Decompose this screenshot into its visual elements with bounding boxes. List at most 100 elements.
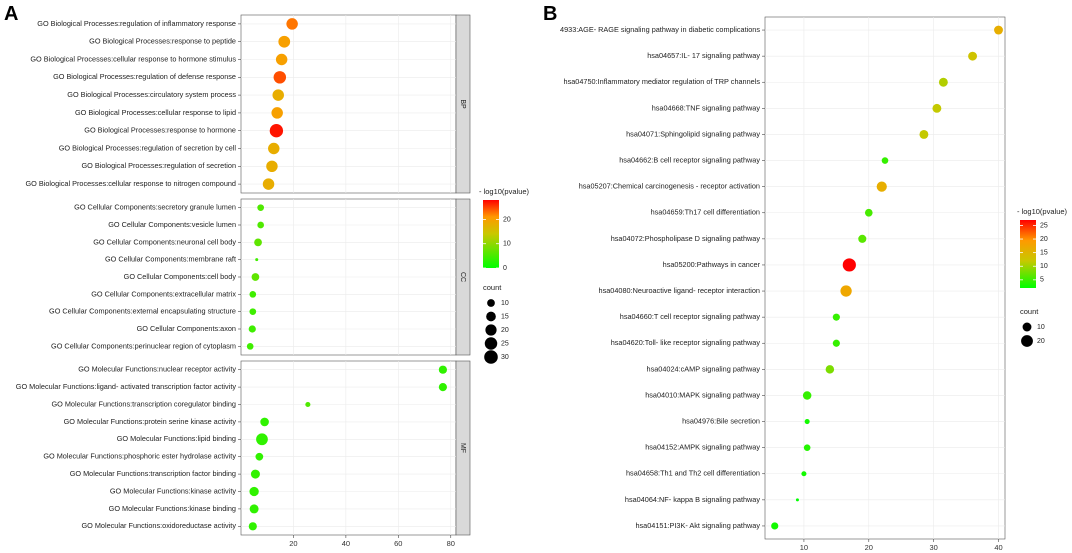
data-point — [254, 238, 262, 247]
y-tick-label: hsa04976:Bile secretion — [682, 416, 760, 425]
y-tick-label: hsa04064:NF- kappa B signaling pathway — [625, 495, 760, 504]
data-point — [881, 157, 889, 164]
data-point — [804, 419, 810, 425]
data-point — [248, 522, 257, 531]
data-point — [273, 71, 287, 84]
y-tick-label: GO Cellular Components:cell body — [124, 272, 237, 281]
color-legend-title: - log10(pvalue) — [479, 187, 530, 196]
data-point — [305, 401, 311, 408]
y-tick-label: GO Molecular Functions:transcription cor… — [51, 399, 236, 408]
data-point — [968, 51, 978, 61]
data-point — [840, 285, 852, 297]
data-point — [994, 25, 1003, 35]
x-tick-label: 20 — [865, 543, 873, 552]
facet-strip-label: CC — [459, 272, 466, 282]
color-legend-bar — [483, 200, 499, 268]
data-point — [795, 498, 799, 502]
y-tick-label: GO Cellular Components:external encapsul… — [49, 307, 236, 316]
data-point — [832, 313, 840, 321]
y-tick-label: hsa04657:IL- 17 signaling pathway — [647, 51, 760, 60]
y-tick-label: GO Molecular Functions:protein serine ki… — [64, 417, 237, 426]
y-tick-label: GO Biological Processes:cellular respons… — [25, 179, 236, 188]
y-tick-label: hsa04151:PI3K- Akt signaling pathway — [635, 521, 760, 530]
y-tick-label: GO Cellular Components:axon — [137, 324, 236, 333]
data-point — [803, 444, 811, 451]
x-tick-label: 10 — [800, 543, 808, 552]
color-legend-bar — [1020, 220, 1036, 288]
y-tick-label: GO Molecular Functions:kinase binding — [109, 504, 236, 513]
data-point — [246, 343, 254, 350]
data-point — [771, 522, 779, 530]
y-tick-label: hsa04660:T cell receptor signaling pathw… — [620, 312, 761, 321]
size-legend-label: 30 — [501, 354, 509, 361]
plot-panel-b — [764, 16, 1006, 540]
y-tick-label: GO Molecular Functions:transcription fac… — [70, 469, 236, 478]
y-tick-label: GO Cellular Components:extracellular mat… — [91, 289, 236, 298]
size-legend-dot — [487, 299, 495, 307]
y-tick-label: hsa04659:Th17 cell differentiation — [651, 208, 760, 217]
data-point — [919, 130, 929, 139]
panel-a-chart: BP GO Biological Processes:regulation of … — [16, 14, 530, 548]
y-tick-label: hsa04152:AMPK signaling pathway — [645, 443, 760, 452]
data-point — [271, 107, 283, 119]
data-point — [932, 103, 942, 113]
y-tick-label: hsa04668:TNF signaling pathway — [652, 103, 761, 112]
data-point — [266, 160, 278, 173]
y-tick-label: GO Biological Processes:response to pept… — [89, 37, 236, 46]
data-point — [255, 452, 264, 461]
data-point — [275, 53, 288, 66]
facet-strip-bp — [455, 14, 471, 194]
panel-b-label: B — [543, 3, 557, 25]
y-tick-label: GO Biological Processes:regulation of in… — [37, 19, 236, 28]
y-tick-label: hsa04750:Inflammatory mediator regulatio… — [564, 77, 761, 86]
y-tick-label: GO Molecular Functions:kinase activity — [110, 486, 236, 495]
color-legend-title: - log10(pvalue) — [1017, 207, 1068, 216]
y-tick-label: hsa04024:cAMP signaling pathway — [647, 364, 761, 373]
size-legend-label: 15 — [501, 313, 509, 320]
y-tick-label: GO Biological Processes:cellular respons… — [30, 54, 236, 63]
color-legend-label: 20 — [1040, 236, 1048, 243]
y-tick-label: GO Cellular Components:vesicle lumen — [108, 220, 236, 229]
y-tick-label: GO Cellular Components:neuronal cell bod… — [93, 237, 236, 246]
y-tick-label: GO Biological Processes:regulation of se… — [59, 143, 237, 152]
data-point — [249, 291, 257, 298]
facet-strip-label: MF — [459, 443, 466, 453]
y-tick-label: GO Biological Processes:circulatory syst… — [67, 90, 236, 99]
x-tick-label: 30 — [929, 543, 937, 552]
y-tick-label: GO Cellular Components:perinuclear regio… — [51, 341, 236, 350]
data-point — [251, 273, 260, 281]
x-tick-label: 60 — [394, 539, 402, 548]
data-point — [250, 469, 260, 479]
data-point — [864, 208, 873, 217]
y-tick-label: hsa05207:Chemical carcinogenesis - recep… — [579, 182, 760, 191]
y-tick-label: GO Molecular Functions:phosphoric ester … — [43, 452, 236, 461]
color-legend-label: 5 — [1040, 277, 1044, 284]
y-tick-label: GO Molecular Functions:ligand- activated… — [16, 382, 237, 391]
facet-strip-mf — [455, 360, 471, 536]
data-point — [256, 433, 268, 446]
y-tick-label: hsa04080:Neuroactive ligand- receptor in… — [599, 286, 760, 295]
data-point — [268, 142, 280, 155]
data-point — [858, 234, 867, 243]
data-point — [260, 417, 269, 427]
y-tick-label: GO Biological Processes:cellular respons… — [75, 108, 236, 117]
color-legend-label: 20 — [503, 216, 511, 223]
y-tick-label: hsa04010:MAPK signaling pathway — [645, 390, 760, 399]
y-tick-label: hsa05200:Pathways in cancer — [663, 260, 761, 269]
data-point — [438, 365, 447, 374]
x-tick-label: 40 — [342, 539, 350, 548]
size-legend-dot — [484, 337, 498, 350]
data-point — [842, 258, 856, 272]
data-point — [255, 258, 259, 262]
y-tick-label: hsa04072:Phospholipase D signaling pathw… — [611, 234, 761, 243]
size-legend-dot — [1021, 335, 1033, 347]
y-tick-label: GO Biological Processes:regulation of se… — [81, 161, 236, 170]
size-legend-label: 10 — [1037, 324, 1045, 331]
data-point — [257, 204, 264, 212]
size-legend-label: 20 — [501, 327, 509, 334]
y-tick-label: hsa04658:Th1 and Th2 cell differentiatio… — [626, 469, 760, 478]
data-point — [876, 181, 887, 192]
size-legend-dot — [1022, 322, 1032, 332]
y-tick-label: GO Cellular Components:membrane raft — [105, 255, 236, 264]
